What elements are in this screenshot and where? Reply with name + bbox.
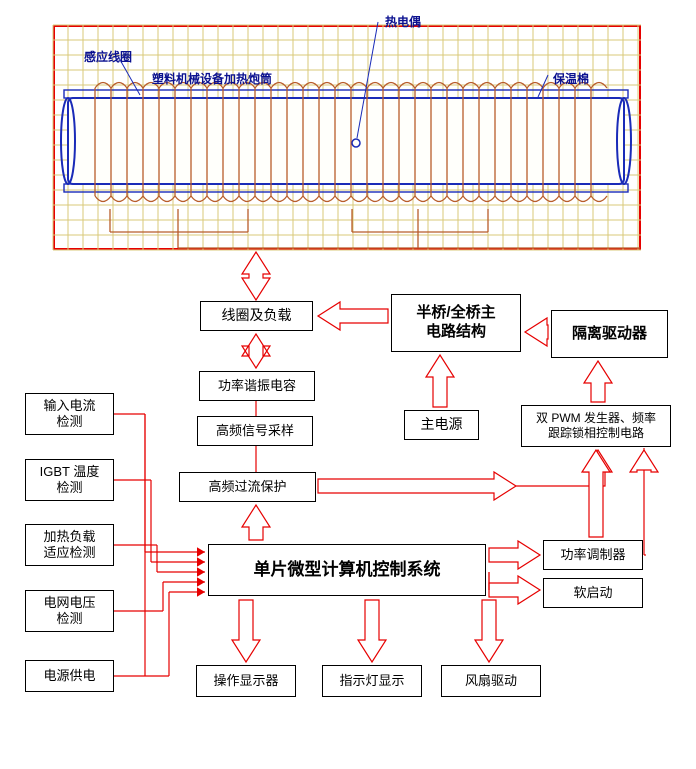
block-ledDisplay-label: 指示灯显示	[339, 673, 404, 689]
block-opDisplay: 操作显示器	[196, 665, 296, 697]
top-diagram-frame	[53, 25, 641, 250]
block-hfProtect-label: 高频过流保护	[208, 479, 286, 495]
block-coilLoad-label: 线圈及负载	[222, 307, 292, 325]
stage: 热电偶 感应线圈 塑料机械设备加热炮筒 保温棉 线圈及负载 半桥/全桥主 电路结构…	[0, 0, 696, 769]
block-loadDetect: 加热负载 适应检测	[25, 524, 114, 566]
block-softStart: 软启动	[543, 578, 643, 608]
block-ledDisplay: 指示灯显示	[322, 665, 422, 697]
label-thermocouple: 热电偶	[385, 13, 421, 30]
block-isoDriver-label: 隔离驱动器	[572, 325, 647, 344]
block-mainPower: 主电源	[404, 410, 479, 440]
block-pwm: 双 PWM 发生器、频率 跟踪锁相控制电路	[521, 405, 671, 447]
block-halfFull-label: 半桥/全桥主 电路结构	[416, 304, 495, 342]
block-resCap-label: 功率谐振电容	[218, 378, 296, 394]
block-resCap: 功率谐振电容	[199, 371, 315, 401]
block-mainPower-label: 主电源	[421, 416, 463, 434]
block-igbtTemp: IGBT 温度 检测	[25, 459, 114, 501]
block-opDisplay-label: 操作显示器	[213, 673, 278, 689]
block-isoDriver: 隔离驱动器	[551, 310, 668, 358]
block-hfSample: 高频信号采样	[197, 416, 313, 446]
block-pwm-label: 双 PWM 发生器、频率 跟踪锁相控制电路	[536, 411, 656, 441]
block-powerMod-label: 功率调制器	[560, 547, 625, 563]
block-softStart-label: 软启动	[573, 585, 612, 601]
block-coilLoad: 线圈及负载	[200, 301, 313, 331]
label-induction-coil: 感应线圈	[84, 48, 132, 65]
block-gridVolt-label: 电网电压 检测	[43, 595, 95, 628]
block-loadDetect-label: 加热负载 适应检测	[43, 529, 95, 562]
block-hfProtect: 高频过流保护	[179, 472, 316, 502]
block-halfFull: 半桥/全桥主 电路结构	[391, 294, 521, 352]
block-power: 电源供电	[25, 660, 114, 692]
block-inCurrent-label: 输入电流 检测	[43, 398, 95, 431]
block-powerMod: 功率调制器	[543, 540, 643, 570]
block-mcu: 单片微型计算机控制系统	[208, 544, 486, 596]
block-fanDrive-label: 风扇驱动	[465, 673, 517, 689]
block-hfSample-label: 高频信号采样	[216, 423, 294, 439]
block-mcu-label: 单片微型计算机控制系统	[254, 559, 441, 580]
label-barrel-title: 塑料机械设备加热炮筒	[152, 70, 272, 87]
block-inCurrent: 输入电流 检测	[25, 393, 114, 435]
block-igbtTemp-label: IGBT 温度 检测	[40, 464, 100, 497]
block-gridVolt: 电网电压 检测	[25, 590, 114, 632]
block-power-label: 电源供电	[43, 668, 95, 684]
block-fanDrive: 风扇驱动	[441, 665, 541, 697]
label-insulation: 保温棉	[553, 70, 589, 87]
